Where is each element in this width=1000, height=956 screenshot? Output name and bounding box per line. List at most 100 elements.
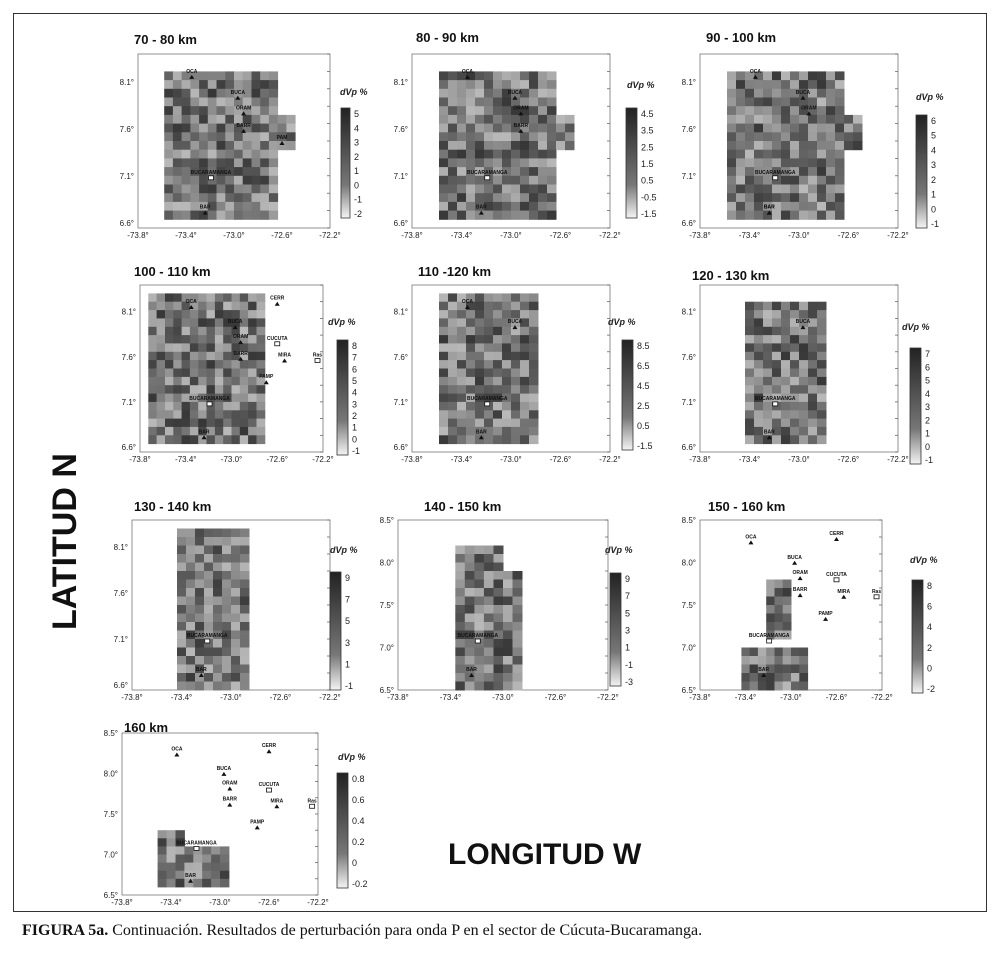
field-cell [239,410,249,420]
longitude-tick-label: -73.0° [492,693,513,702]
field-cell [181,167,191,177]
field-cell [216,184,226,194]
field-cell [493,210,503,220]
station-label: BUCA [217,766,232,772]
field-cell [835,149,845,159]
field-cell [483,588,494,597]
station-marker [484,175,491,181]
field-cell [198,393,207,403]
field-cell [799,393,809,403]
colorbar-tick-label: 1 [931,190,936,200]
field-cell [213,613,223,623]
field-cell [457,335,467,344]
field-cell [231,562,241,572]
field-cell [483,664,494,674]
field-cell [222,630,232,640]
field-cell [173,293,183,303]
field-cell [448,106,458,116]
field-cell [172,132,183,142]
field-cell [475,193,485,203]
field-cell [186,579,196,589]
station-marker [189,74,195,79]
field-cell [457,376,467,386]
field-cell [195,537,205,546]
field-cell [439,426,449,436]
field-cell [206,318,216,328]
field-cell [193,878,203,888]
field-cell [763,71,773,81]
field-cell [214,310,224,319]
latitude-tick-label: 8.0° [104,770,118,779]
field-cell [448,418,458,428]
colorbar-tick-label: 1 [345,659,350,669]
latitude-tick-label: 6.6° [120,219,134,228]
field-cell [493,351,503,361]
field-cell [483,681,494,691]
field-cell [520,88,530,98]
field-cell [745,385,755,394]
latitude-tick-label: 7.1° [394,398,408,407]
station-marker [823,616,829,621]
field-cell [231,426,241,436]
colorbar-tick-label: 4 [925,389,930,399]
field-cell [157,870,167,880]
field-cell [781,360,791,369]
field-cell [493,80,503,90]
station-label: BUCA [228,319,243,325]
field-cell [826,141,836,151]
field-cell [199,184,209,194]
field-cell [173,385,183,394]
field-cell [439,193,449,203]
latitude-tick-label: 6.6° [394,219,408,228]
field-cell [216,149,226,159]
field-cell [808,71,818,81]
field-cell [511,343,521,353]
field-cell [547,167,557,177]
field-cell [781,335,791,344]
field-cell [529,351,539,361]
field-cell [172,149,183,159]
field-cell [502,167,512,177]
field-cell [148,351,158,361]
field-cell [835,97,845,107]
longitude-tick-label: -72.6° [550,455,571,464]
field-cell [745,335,755,344]
field-cell [808,132,818,142]
field-cell [790,184,800,194]
field-cell [464,673,475,682]
field-cell [790,123,800,133]
field-cell [448,360,458,369]
field-cell [511,184,521,194]
field-cell [189,318,199,328]
field-cell [186,545,196,555]
field-cell [835,132,845,142]
field-cell [148,385,158,394]
station-marker [274,804,280,809]
longitude-tick-label: -73.4° [175,231,196,240]
field-cell [826,123,836,133]
field-cell [512,613,523,623]
field-cell [248,410,257,420]
field-cell [817,360,827,369]
field-cell [565,114,575,125]
field-cell [799,167,809,177]
field-cell [817,149,827,159]
field-cell [148,435,158,445]
field-cell [484,114,494,125]
station-label: BUCARAMANGA [187,633,228,639]
field-cell [826,167,836,177]
colorbar-tick-label: 4 [354,123,359,133]
field-cell [766,647,775,657]
field-cell [520,210,530,220]
field-cell [195,554,205,563]
field-cell [251,106,261,116]
field-cell [474,562,485,572]
field-cell [457,114,467,125]
latitude-tick-label: 8.1° [682,308,696,317]
field-cell [223,410,232,420]
field-cell [493,664,504,674]
field-cell [835,106,845,116]
field-cell [166,870,176,880]
latitude-tick-label: 8.0° [682,559,696,568]
field-cell [239,335,249,344]
